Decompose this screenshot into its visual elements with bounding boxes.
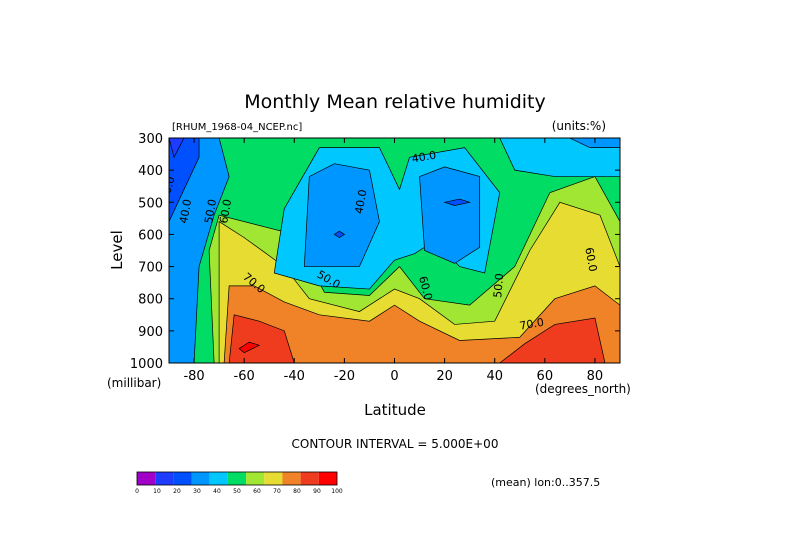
x-tick-label: -40 (284, 369, 305, 384)
contour-band (169, 138, 200, 222)
contour-label: 70.0 (519, 316, 545, 333)
contour-band (303, 163, 380, 267)
contour-band (443, 198, 472, 206)
y-axis-label: Level (108, 230, 126, 270)
x-tick-label: 60 (537, 369, 554, 384)
colorbar-swatch (227, 472, 247, 485)
colorbar-swatch (264, 472, 283, 485)
colorbar-swatch (246, 472, 265, 485)
colorbar-swatch (137, 472, 156, 485)
y-tick-label: 700 (138, 261, 163, 276)
x-tick-label: -60 (234, 369, 255, 384)
chart-title: Monthly Mean relative humidity (244, 91, 546, 113)
x-tick-label: 40 (486, 369, 503, 384)
footer-text: (mean) lon:0..357.5 (491, 476, 600, 489)
contour-fills (169, 138, 620, 363)
contour-labels: 40.040.040.040.050.050.0 50.060.060.060.0… (159, 149, 599, 333)
contour-label: 40.0 (352, 188, 369, 214)
y-tick-label: 300 (138, 132, 163, 147)
contour-band (169, 138, 185, 159)
contour-label: 40.0 (177, 198, 194, 224)
x-tick-label: 0 (390, 369, 398, 384)
colorbar-swatch (318, 472, 337, 485)
y-tick-label: 400 (138, 164, 163, 179)
contour-band (333, 230, 346, 239)
colorbar-tick-label: 0 (135, 488, 139, 495)
contour-band (223, 285, 620, 363)
contour-label: 60.0 (582, 246, 599, 272)
contour-label: 40.0 (159, 175, 178, 202)
axis-ticks: -80 -60 -40 -20 0 20 40 60 80 300 400 500 600 700 800 9… (130, 132, 620, 384)
colorbar-swatch (282, 472, 301, 485)
contour-band (169, 138, 230, 363)
contour-label: 60.0 (217, 198, 234, 224)
contour-band (499, 317, 606, 363)
colorbar: 0 10 20 30 40 50 60 70 80 90 100 (135, 471, 343, 495)
colorbar-tick-label: 50 (233, 488, 241, 495)
colorbar-swatch (155, 472, 174, 485)
contour-label: 50.0 (491, 273, 506, 299)
x-axis-label: Latitude (364, 401, 426, 419)
colorbar-tick-label: 60 (253, 488, 261, 495)
x-tick-label: 20 (436, 369, 453, 384)
colorbar-frame (136, 471, 338, 486)
colorbar-swatch (300, 472, 319, 485)
contour-band (419, 166, 481, 264)
contour-band (238, 341, 261, 354)
dataset-label: [RHUM_1968-04_NCEP.nc] (172, 122, 302, 133)
y-axis-units: (millibar) (107, 376, 161, 390)
y-tick-label: 500 (138, 196, 163, 211)
colorbar-tick-label: 90 (313, 488, 321, 495)
y-tick-label: 1000 (130, 357, 163, 372)
contour-label: 40.0 (411, 149, 437, 166)
contour-plot: 40.040.040.040.050.050.0 50.060.060.060.0… (159, 138, 620, 363)
colorbar-tick-label: 80 (293, 488, 301, 495)
contour-interval-text: CONTOUR INTERVAL = 5.000E+00 (292, 437, 499, 451)
colorbar-tick-label: 70 (273, 488, 281, 495)
colorbar-swatch (191, 472, 210, 485)
colorbar-swatch (173, 472, 192, 485)
contour-label: 50.0 (202, 198, 219, 224)
y-tick-label: 600 (138, 228, 163, 243)
x-tick-label: 80 (587, 369, 604, 384)
colorbar-tick-label: 10 (153, 488, 161, 495)
y-tick-label: 800 (138, 293, 163, 308)
colorbar-tick-label: 30 (193, 488, 201, 495)
contour-label: 60.0 (416, 275, 435, 302)
colorbar-swatch (209, 472, 228, 485)
x-tick-label: -80 (183, 369, 204, 384)
colorbar-tick-label: 100 (331, 488, 343, 495)
y-tick-label: 900 (138, 325, 163, 340)
colorbar-tick-label: 40 (213, 488, 221, 495)
x-axis-units: (degrees_north) (535, 382, 631, 396)
x-tick-label: -20 (334, 369, 355, 384)
colorbar-tick-label: 20 (173, 488, 181, 495)
units-label: (units:%) (552, 119, 606, 133)
